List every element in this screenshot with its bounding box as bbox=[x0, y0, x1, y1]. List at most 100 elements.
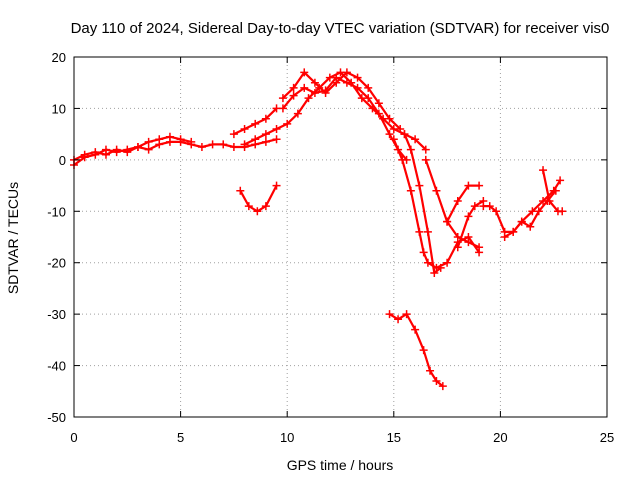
data-point bbox=[528, 207, 537, 216]
x-tick-label: 25 bbox=[600, 430, 614, 445]
data-point bbox=[261, 137, 270, 146]
data-point bbox=[475, 243, 484, 252]
data-point bbox=[406, 145, 415, 154]
data-point bbox=[385, 310, 394, 319]
series-track-8 bbox=[389, 135, 484, 272]
data-point bbox=[123, 145, 132, 154]
y-tick-label: -20 bbox=[47, 256, 66, 271]
data-point bbox=[411, 135, 420, 144]
data-point bbox=[398, 155, 407, 164]
data-point bbox=[219, 140, 228, 149]
y-axis-label: SDTVAR / TECUs bbox=[5, 182, 21, 294]
data-point bbox=[310, 78, 319, 87]
data-point bbox=[419, 346, 428, 355]
series-track-14 bbox=[500, 176, 565, 241]
data-point bbox=[272, 135, 281, 144]
x-tick-label: 10 bbox=[280, 430, 294, 445]
data-point bbox=[236, 186, 245, 195]
data-point bbox=[80, 153, 89, 162]
data-point bbox=[155, 135, 164, 144]
y-tick-label: 10 bbox=[52, 101, 66, 116]
data-point bbox=[545, 197, 554, 205]
data-point bbox=[293, 109, 302, 118]
series-track-15 bbox=[539, 166, 567, 216]
series-line bbox=[281, 71, 402, 131]
series-line bbox=[403, 133, 442, 275]
y-tick-label: -50 bbox=[47, 410, 66, 425]
data-point bbox=[208, 140, 217, 149]
data-point bbox=[364, 94, 373, 103]
data-point bbox=[492, 207, 501, 216]
data-point bbox=[112, 148, 121, 157]
data-point bbox=[385, 114, 394, 123]
data-point bbox=[406, 186, 415, 195]
x-tick-label: 0 bbox=[70, 430, 77, 445]
data-point bbox=[556, 176, 565, 185]
data-point bbox=[310, 89, 319, 97]
series-track-11 bbox=[443, 181, 484, 226]
data-point bbox=[197, 143, 206, 151]
data-point bbox=[165, 132, 174, 141]
series-line bbox=[456, 199, 485, 249]
data-point bbox=[300, 83, 309, 92]
y-tick-label: -40 bbox=[47, 359, 66, 374]
data-point bbox=[304, 94, 313, 103]
data-point bbox=[389, 135, 398, 144]
data-point bbox=[411, 325, 420, 334]
y-tick-label: -10 bbox=[47, 204, 66, 219]
data-point bbox=[394, 315, 403, 324]
series-track-9 bbox=[400, 130, 445, 277]
series-group bbox=[70, 68, 567, 391]
x-tick-label: 20 bbox=[493, 430, 507, 445]
data-point bbox=[300, 68, 309, 77]
plot-frame bbox=[73, 56, 608, 418]
data-point bbox=[244, 202, 253, 211]
data-point bbox=[432, 186, 441, 195]
data-point bbox=[283, 119, 292, 128]
data-point bbox=[261, 130, 270, 139]
series-track-4 bbox=[240, 68, 430, 154]
data-point bbox=[402, 310, 411, 319]
data-point bbox=[475, 181, 484, 190]
data-point bbox=[251, 119, 260, 128]
data-point bbox=[396, 125, 405, 133]
data-point bbox=[342, 78, 351, 87]
data-point bbox=[321, 89, 330, 97]
data-point bbox=[101, 145, 110, 154]
data-point bbox=[438, 382, 447, 391]
data-point bbox=[253, 207, 262, 216]
data-point bbox=[453, 243, 462, 252]
data-point bbox=[421, 155, 430, 164]
data-point bbox=[485, 202, 494, 211]
data-point bbox=[539, 166, 548, 175]
series-track-7 bbox=[236, 181, 281, 216]
data-point bbox=[421, 145, 430, 154]
data-point bbox=[251, 135, 260, 144]
data-point bbox=[415, 227, 424, 236]
data-point bbox=[278, 104, 287, 113]
series-line bbox=[424, 158, 481, 249]
data-point bbox=[517, 217, 526, 226]
series-line bbox=[446, 184, 481, 223]
y-tick-label: 0 bbox=[59, 153, 66, 168]
data-point bbox=[91, 150, 100, 159]
data-point bbox=[289, 91, 298, 100]
data-point bbox=[144, 137, 153, 146]
data-point bbox=[464, 212, 473, 221]
data-point bbox=[278, 94, 287, 103]
series-line bbox=[243, 71, 427, 151]
data-point bbox=[400, 130, 409, 139]
data-point bbox=[500, 233, 509, 241]
x-axis-label: GPS time / hours bbox=[287, 457, 394, 473]
data-point bbox=[443, 258, 452, 267]
data-point bbox=[374, 99, 383, 108]
data-point bbox=[436, 263, 445, 272]
data-point bbox=[364, 83, 373, 92]
data-point bbox=[430, 269, 439, 277]
axis-ticks: 0 5 10 15 20 25 -50 -40 -30 -20 -10 0 10 20 bbox=[47, 50, 614, 445]
chart-title: Day 110 of 2024, Sidereal Day-to-day VTE… bbox=[71, 20, 610, 37]
data-point bbox=[426, 366, 435, 375]
data-point bbox=[423, 258, 432, 267]
data-point bbox=[272, 181, 281, 190]
